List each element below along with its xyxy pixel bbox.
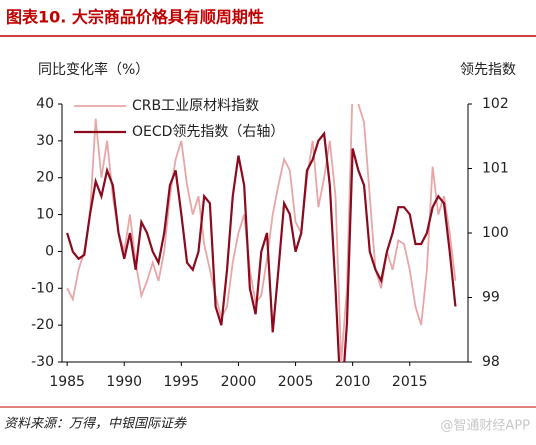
y2-tick-label: 101 <box>482 161 509 177</box>
x-tick-label: 2015 <box>392 374 428 390</box>
y-tick-label: 0 <box>45 243 54 259</box>
legend-label: OECD领先指数（右轴） <box>132 124 284 140</box>
data-line <box>66 130 457 362</box>
y2-tick-label: 98 <box>482 354 500 370</box>
legend-label: CRB工业原材料指数 <box>132 98 259 114</box>
y-tick-label: 40 <box>36 96 54 112</box>
chart-title: 图表10. 大宗商品价格具有顺周期性 <box>6 8 264 27</box>
x-tick-label: 1990 <box>106 374 142 390</box>
y-tick-label: 30 <box>36 133 54 149</box>
x-tick-label: 1995 <box>164 374 200 390</box>
x-tick-label: 2000 <box>221 374 257 390</box>
x-tick-label: 2005 <box>278 374 314 390</box>
source: 资料来源：万得，中银国际证券 <box>4 417 187 432</box>
y2-axis-label: 领先指数 <box>460 62 516 78</box>
data-line <box>66 104 457 362</box>
x-tick-label: 2010 <box>335 374 371 390</box>
y-tick-label: 10 <box>36 207 54 223</box>
watermark: @智通财经APP <box>440 419 530 434</box>
y-tick-label: -10 <box>31 280 54 296</box>
y-tick-label: -30 <box>31 354 54 370</box>
y2-tick-label: 100 <box>482 225 509 241</box>
y-tick-label: 20 <box>36 170 54 186</box>
x-tick-label: 1985 <box>49 374 85 390</box>
y2-tick-label: 99 <box>482 290 500 306</box>
y-tick-label: -20 <box>31 317 54 333</box>
y2-tick-label: 102 <box>482 96 509 112</box>
y-axis-label: 同比变化率（%） <box>38 61 149 78</box>
